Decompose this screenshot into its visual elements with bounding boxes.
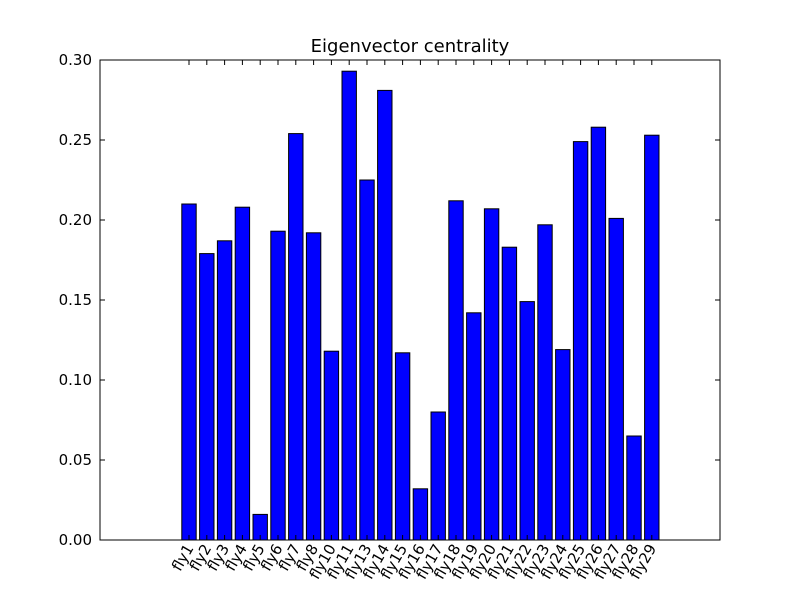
bar-fly7	[288, 133, 304, 541]
bar-fly16	[412, 488, 429, 541]
bar-fly1	[181, 203, 197, 541]
bar-fly29	[644, 134, 660, 541]
bar-fly3	[216, 240, 233, 541]
y-tick-label: 0.00	[59, 531, 92, 549]
bar-fly17	[430, 411, 446, 541]
x-axis: fly1fly2fly3fly4fly5fly6fly7fly8fly10fly…	[168, 60, 660, 582]
bar-fly13	[359, 179, 375, 541]
axes-frame	[99, 59, 721, 541]
bar-fly11	[341, 70, 357, 541]
bar-fly20	[483, 208, 500, 541]
bar-fly23	[537, 224, 553, 541]
bar-fly19	[466, 312, 482, 541]
bar-fly26	[590, 126, 607, 541]
bars-group	[181, 70, 660, 541]
bar-fly24	[555, 349, 571, 541]
bar-fly22	[519, 301, 535, 541]
bar-fly10	[323, 350, 340, 541]
y-tick-label: 0.20	[59, 211, 92, 229]
y-tick-label: 0.10	[59, 371, 92, 389]
bar-fly21	[501, 246, 518, 541]
y-tick-label: 0.15	[59, 291, 92, 309]
bar-fly28	[626, 435, 642, 541]
bar-fly8	[305, 232, 322, 541]
bar-fly14	[377, 89, 393, 541]
y-tick-label: 0.25	[59, 131, 92, 149]
bar-fly25	[572, 141, 589, 541]
bar-fly15	[394, 352, 411, 541]
y-axis: 0.00 0.05 0.10 0.15 0.20 0.25 0.30	[59, 51, 720, 549]
y-tick-label: 0.30	[59, 51, 92, 69]
bar-fly27	[608, 217, 624, 541]
bar-fly6	[270, 230, 286, 541]
chart-title: Eigenvector centrality	[311, 36, 510, 57]
y-tick-label: 0.05	[59, 451, 92, 469]
bar-fly18	[448, 200, 464, 541]
bar-fly4	[234, 206, 251, 541]
bar-fly2	[199, 253, 215, 541]
